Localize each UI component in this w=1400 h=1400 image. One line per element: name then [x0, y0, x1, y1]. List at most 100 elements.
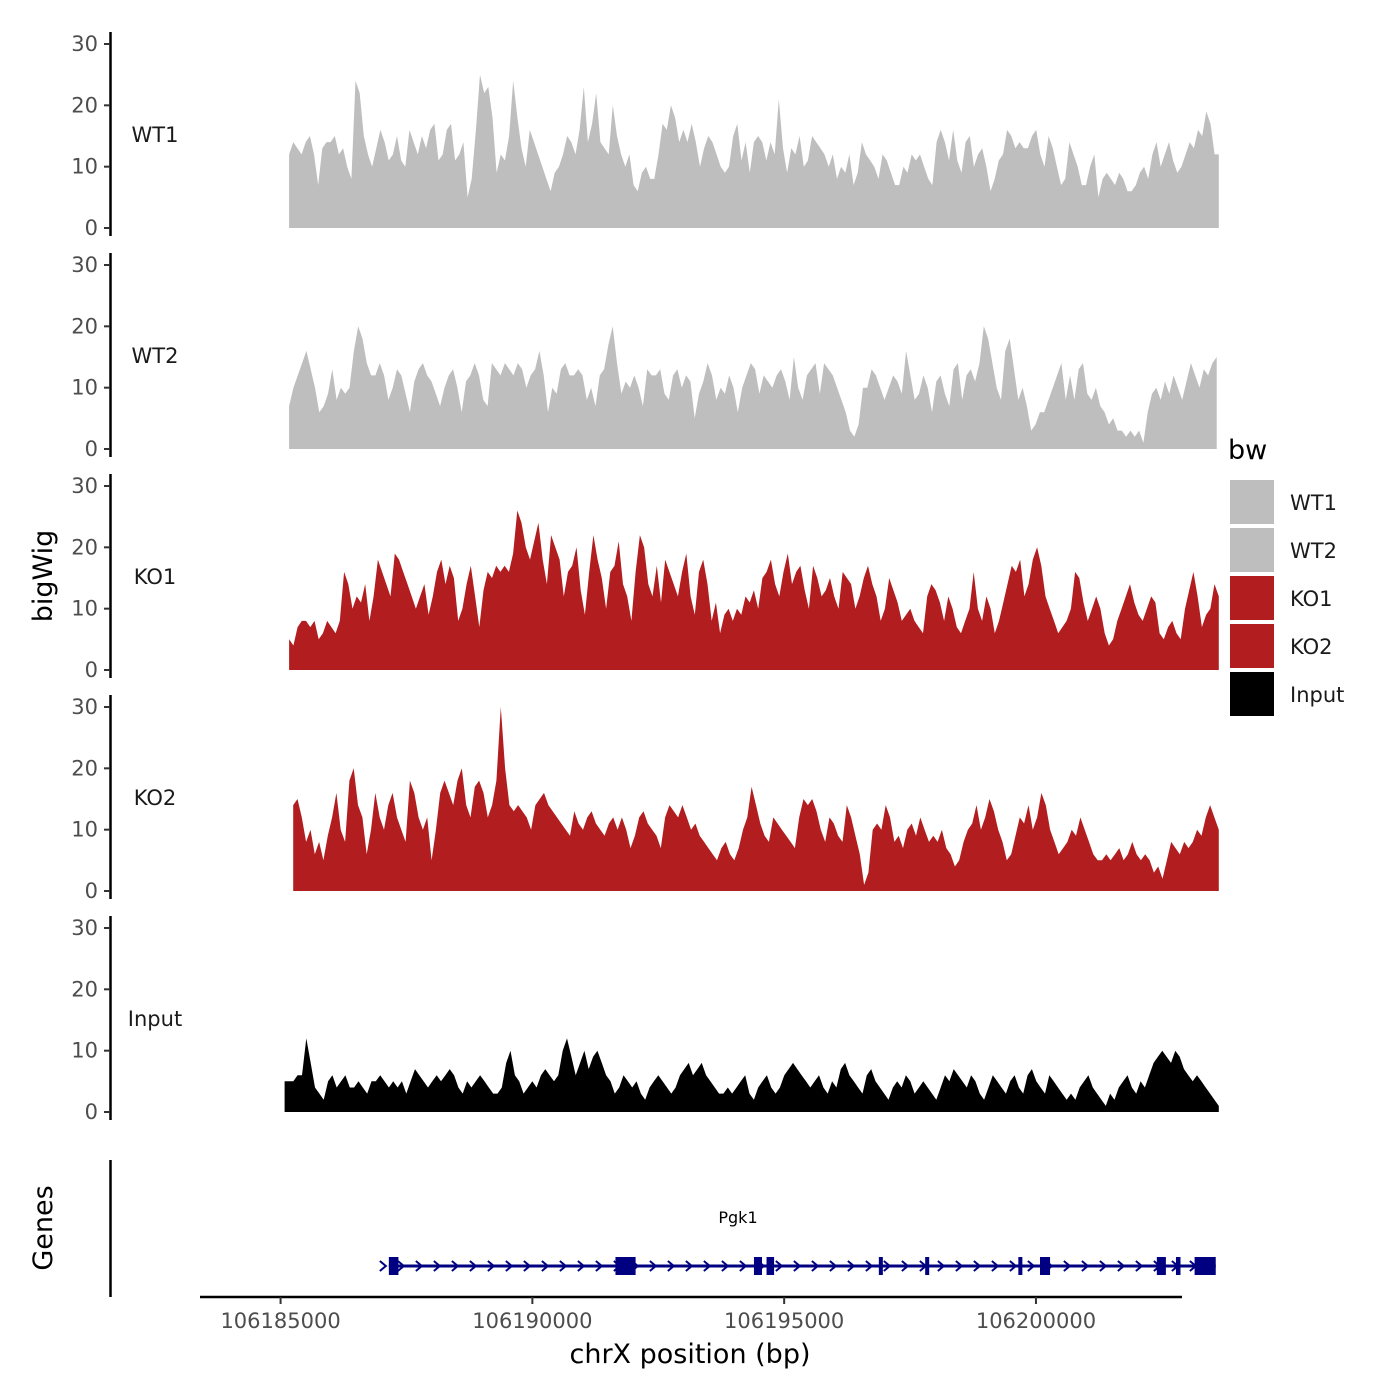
- y-tick-label: 20: [71, 314, 98, 338]
- strand-chevron: [847, 1260, 856, 1272]
- y-tick-label: 0: [85, 216, 98, 240]
- area-input: [284, 1038, 1219, 1112]
- strand-chevron: [649, 1260, 658, 1272]
- legend-label: KO2: [1290, 635, 1333, 659]
- strand-chevron: [955, 1260, 964, 1272]
- legend-title: bw: [1228, 435, 1267, 466]
- y-tick-label: 30: [71, 32, 98, 56]
- x-tick-label: 106185000: [220, 1309, 340, 1333]
- strand-chevron: [415, 1260, 424, 1272]
- legend-swatch: [1230, 624, 1274, 668]
- area-wt2: [289, 326, 1217, 449]
- y-tick-label: 20: [71, 977, 98, 1001]
- gene-label: Pgk1: [718, 1208, 757, 1227]
- exon-11: [1194, 1257, 1216, 1275]
- exon-3: [753, 1257, 763, 1275]
- strand-chevron: [505, 1260, 514, 1272]
- y-tick-label: 20: [71, 756, 98, 780]
- track-ko2: 0 10 20 30 KO2: [71, 695, 1219, 903]
- legend-item-wt1: WT1: [1230, 480, 1337, 524]
- legend-item-wt2: WT2: [1230, 528, 1337, 572]
- strand-chevron: [721, 1260, 730, 1272]
- track-label: KO2: [134, 786, 177, 810]
- legend-label: WT2: [1290, 539, 1337, 563]
- strand-chevron: [487, 1260, 496, 1272]
- strand-chevron: [1009, 1260, 1018, 1272]
- area-ko2: [293, 707, 1219, 891]
- track-label: WT2: [132, 344, 179, 368]
- strand-chevron: [901, 1260, 910, 1272]
- strand-chevron: [1081, 1260, 1090, 1272]
- genes-panel: [109, 1160, 1216, 1297]
- exon-7: [1018, 1257, 1023, 1275]
- strand-chevron: [793, 1260, 802, 1272]
- y-tick-label: 10: [71, 1039, 98, 1063]
- strand-chevron: [937, 1260, 946, 1272]
- legend-swatch: [1230, 672, 1274, 716]
- track-label: KO1: [134, 565, 177, 589]
- strand-chevron: [829, 1260, 838, 1272]
- strand-chevron: [469, 1260, 478, 1272]
- strand-chevron: [397, 1260, 406, 1272]
- exon-6: [925, 1257, 930, 1275]
- legend: WT1 WT2 KO1 KO2 Input: [1230, 480, 1344, 716]
- strand-chevron: [991, 1260, 1000, 1272]
- y-tick-label: 30: [71, 695, 98, 719]
- legend-label: WT1: [1290, 491, 1337, 515]
- exon-8: [1039, 1257, 1051, 1275]
- x-tick-label: 106200000: [976, 1309, 1096, 1333]
- strand-chevron: [1135, 1260, 1144, 1272]
- area-ko1: [289, 510, 1219, 670]
- strand-chevron: [433, 1260, 442, 1272]
- y-tick-label: 0: [85, 1100, 98, 1124]
- legend-swatch: [1230, 576, 1274, 620]
- y-tick-label: 30: [71, 253, 98, 277]
- strand-chevron: [685, 1260, 694, 1272]
- strand-chevron: [595, 1260, 604, 1272]
- legend-item-input: Input: [1230, 672, 1344, 716]
- track-ko1: 0 10 20 30 KO1: [71, 474, 1219, 682]
- legend-item-ko1: KO1: [1230, 576, 1333, 620]
- y-tick-label: 20: [71, 93, 98, 117]
- strand-chevron: [577, 1260, 586, 1272]
- y-tick-label: 10: [71, 155, 98, 179]
- strand-chevron: [883, 1260, 892, 1272]
- strand-chevron: [775, 1260, 784, 1272]
- strand-chevron: [973, 1260, 982, 1272]
- y-axis-title: bigWig: [28, 530, 59, 623]
- x-axis-title: chrX position (bp): [569, 1339, 810, 1370]
- y-tick-label: 10: [71, 818, 98, 842]
- strand-chevron: [1027, 1260, 1036, 1272]
- strand-chevron: [811, 1260, 820, 1272]
- strand-chevron: [667, 1260, 676, 1272]
- strand-chevron: [379, 1260, 388, 1272]
- y-tick-label: 10: [71, 597, 98, 621]
- y-tick-label: 0: [85, 658, 98, 682]
- strand-chevron: [451, 1260, 460, 1272]
- strand-chevron: [559, 1260, 568, 1272]
- strand-chevron: [865, 1260, 874, 1272]
- genes-axis-title: Genes: [28, 1185, 59, 1270]
- exon-5: [878, 1257, 883, 1275]
- x-tick-label: 106195000: [724, 1309, 844, 1333]
- strand-chevron: [1063, 1260, 1072, 1272]
- exon-1: [388, 1257, 399, 1275]
- x-axis: 106185000 106190000 106195000 106200000: [200, 1295, 1182, 1333]
- strand-chevron: [739, 1260, 748, 1272]
- track-input: 0 10 20 30 Input: [71, 916, 1219, 1124]
- exon-2: [615, 1257, 636, 1275]
- legend-label: Input: [1290, 683, 1344, 707]
- legend-swatch: [1230, 480, 1274, 524]
- track-label: WT1: [132, 123, 179, 147]
- exon-9: [1156, 1257, 1166, 1275]
- x-tick-label: 106190000: [472, 1309, 592, 1333]
- y-tick-label: 30: [71, 474, 98, 498]
- track-label: Input: [128, 1007, 182, 1031]
- y-tick-label: 0: [85, 879, 98, 903]
- exon-10: [1175, 1257, 1181, 1275]
- strand-chevron: [1117, 1260, 1126, 1272]
- y-tick-label: 0: [85, 437, 98, 461]
- strand-chevron: [1099, 1260, 1108, 1272]
- strand-chevron: [541, 1260, 550, 1272]
